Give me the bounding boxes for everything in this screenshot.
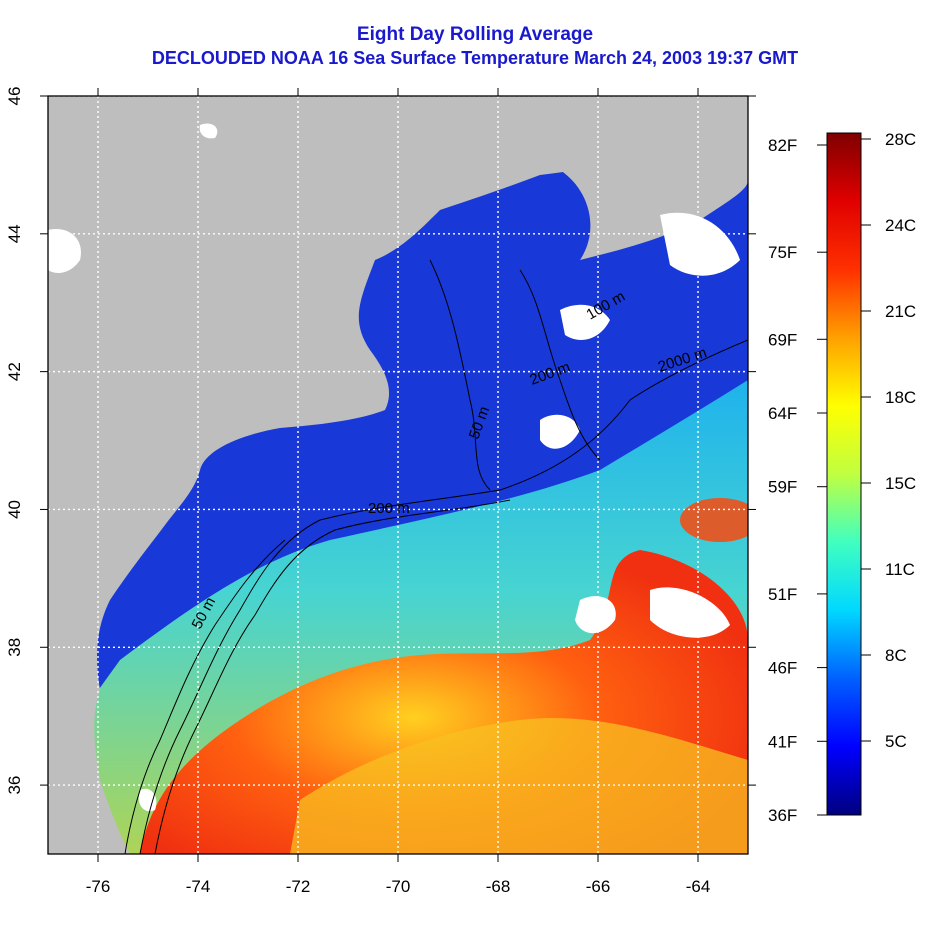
y-tick-label: 40 xyxy=(5,500,24,519)
fahrenheit-label: 69F xyxy=(768,330,797,349)
fahrenheit-label: 64F xyxy=(768,404,797,423)
fahrenheit-label: 75F xyxy=(768,243,797,262)
chart-title: Eight Day Rolling Average xyxy=(356,24,594,45)
graticule xyxy=(48,96,748,854)
colorbar xyxy=(826,132,862,816)
celsius-label: 18C xyxy=(885,388,916,407)
celsius-label: 24C xyxy=(885,216,916,235)
y-axis: 36 38 40 42 44 46 xyxy=(5,87,756,795)
bathymetry-contours xyxy=(124,259,748,854)
colorbar-celsius-labels: 28C 24C 21C 18C 15C 11C 8C 5C xyxy=(861,130,916,751)
y-tick-label: 36 xyxy=(5,776,24,795)
y-tick-label: 46 xyxy=(5,87,24,106)
warm-core-yellow xyxy=(290,718,748,854)
colorbar-fahrenheit-labels: 82F 75F 69F 64F 59F 51F 46F 41F 36F xyxy=(768,136,827,825)
x-tick-label: -66 xyxy=(586,877,611,896)
y-tick-label: 42 xyxy=(5,362,24,381)
x-tick-label: -74 xyxy=(186,877,211,896)
x-axis: -76 -74 -72 -70 -68 -66 -64 xyxy=(86,88,711,896)
warm-eddy xyxy=(680,498,748,542)
fahrenheit-label: 46F xyxy=(768,659,797,678)
celsius-label: 5C xyxy=(885,732,907,751)
map-panel: 50 m 100 m 200 m 2000 m 50 m 200 m xyxy=(48,96,748,854)
fahrenheit-label: 59F xyxy=(768,478,797,497)
contour-label: 200 m xyxy=(368,500,410,517)
x-tick-label: -68 xyxy=(486,877,511,896)
fahrenheit-label: 82F xyxy=(768,136,797,155)
y-tick-label: 44 xyxy=(5,224,24,243)
fahrenheit-label: 36F xyxy=(768,806,797,825)
carolina-coast xyxy=(48,780,130,854)
fahrenheit-label: 41F xyxy=(768,732,797,751)
celsius-label: 8C xyxy=(885,646,907,665)
celsius-label: 15C xyxy=(885,474,916,493)
celsius-label: 28C xyxy=(885,130,916,149)
y-tick-label: 38 xyxy=(5,638,24,657)
x-tick-label: -72 xyxy=(286,877,311,896)
chart-subtitle: DECLOUDED NOAA 16 Sea Surface Temperatur… xyxy=(151,48,799,68)
land-mass xyxy=(48,96,748,790)
x-tick-label: -76 xyxy=(86,877,111,896)
x-tick-label: -70 xyxy=(386,877,411,896)
fahrenheit-label: 51F xyxy=(768,585,797,604)
celsius-label: 21C xyxy=(885,302,916,321)
x-tick-label: -64 xyxy=(686,877,711,896)
celsius-label: 11C xyxy=(885,560,915,579)
